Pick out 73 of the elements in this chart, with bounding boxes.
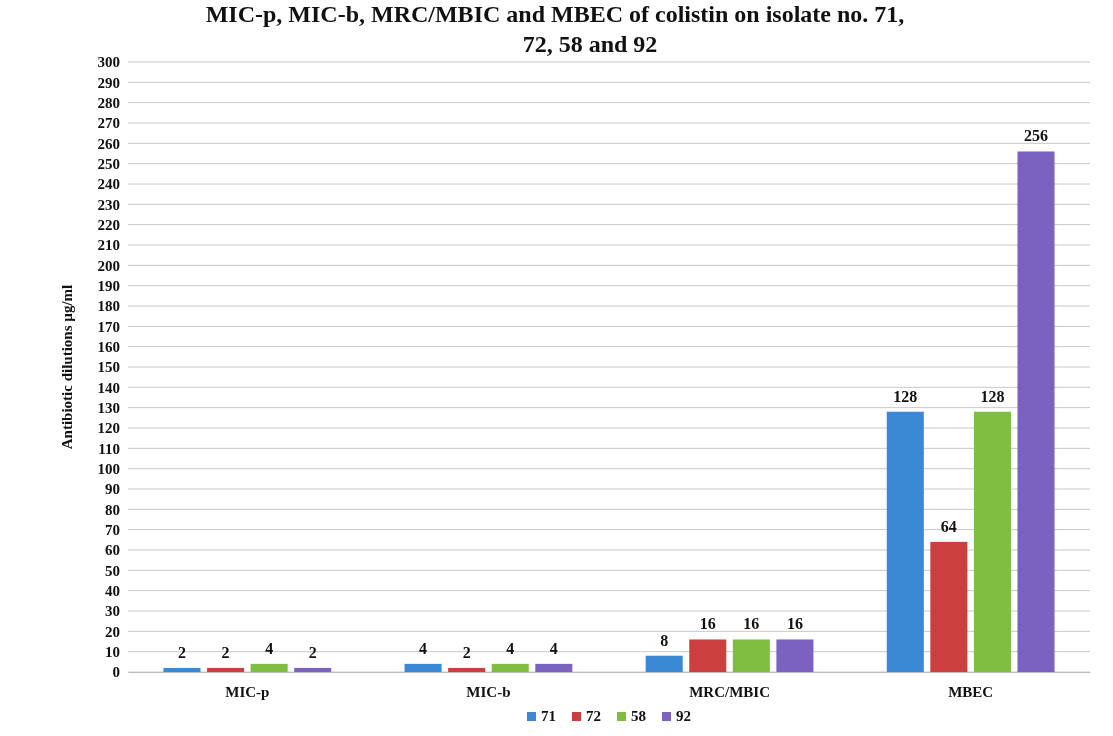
y-tick-label: 190	[97, 277, 120, 294]
y-tick-label: 220	[97, 216, 120, 233]
bar	[1017, 151, 1055, 672]
y-tick-label: 0	[112, 664, 120, 681]
y-tick-label: 110	[98, 440, 120, 457]
data-label: 128	[980, 387, 1005, 405]
data-label: 16	[699, 615, 716, 633]
data-label: 128	[893, 387, 918, 405]
bar	[886, 411, 924, 672]
y-tick-label: 270	[97, 115, 120, 132]
y-tick-label: 30	[105, 603, 120, 620]
data-label: 16	[786, 615, 803, 633]
data-label: 2	[308, 643, 317, 661]
y-tick-label: 100	[97, 460, 120, 477]
data-label: 4	[549, 639, 558, 657]
chart-title: MIC-p, MIC-b, MRC/MBIC and MBEC of colistin on isolate no. 71, 72, 58 and 92	[205, 1, 905, 57]
bar	[250, 663, 288, 672]
y-tick-label: 60	[105, 542, 120, 559]
legend-label: 71	[541, 708, 556, 724]
y-tick-label: 200	[97, 257, 120, 274]
bar	[930, 541, 968, 672]
x-tick-label: MRC/MBIC	[689, 683, 770, 700]
bar	[732, 639, 770, 672]
y-tick-label: 150	[97, 359, 120, 376]
y-tick-label: 140	[97, 379, 120, 396]
legend-label: 58	[631, 708, 646, 724]
bar	[491, 663, 529, 672]
data-label: 2	[177, 643, 186, 661]
y-tick-label: 20	[105, 623, 120, 640]
data-label: 4	[419, 639, 428, 657]
data-label: 16	[743, 615, 760, 633]
x-tick-label: MBEC	[948, 683, 994, 700]
y-tick-label: 240	[97, 176, 120, 193]
y-tick-label: 130	[97, 399, 120, 416]
y-tick-label: 10	[105, 643, 120, 660]
bar	[163, 667, 201, 672]
y-tick-label: 80	[105, 501, 120, 518]
bar	[689, 639, 727, 672]
y-tick-label: 280	[97, 94, 120, 111]
data-label: 2	[221, 643, 230, 661]
y-tick-label: 170	[97, 318, 120, 335]
y-tick-label: 180	[97, 298, 120, 315]
x-tick-label: MIC-p	[225, 683, 270, 700]
y-tick-label: 290	[97, 74, 120, 91]
y-tick-label: 250	[97, 155, 120, 172]
y-tick-label: 40	[105, 582, 120, 599]
y-tick-label: 210	[97, 237, 120, 254]
data-label: 2	[462, 643, 471, 661]
y-tick-label: 90	[105, 481, 120, 498]
y-tick-label: 120	[97, 420, 120, 437]
y-tick-label: 300	[97, 54, 120, 71]
x-tick-label: MIC-b	[466, 683, 511, 700]
y-axis-title: Antibiotic dilutions µg/ml	[59, 284, 75, 450]
bar	[776, 639, 814, 672]
legend-label: 72	[586, 708, 601, 724]
y-tick-label: 230	[97, 196, 120, 213]
bar	[207, 667, 245, 672]
y-tick-label: 50	[105, 562, 120, 579]
bar	[404, 663, 442, 672]
data-label: 256	[1024, 127, 1049, 145]
y-tick-label: 160	[97, 338, 120, 355]
y-tick-label: 260	[97, 135, 120, 152]
bar	[973, 411, 1011, 672]
bar	[294, 667, 332, 672]
data-label: 8	[660, 631, 669, 649]
y-tick-label: 70	[105, 521, 120, 538]
bar	[645, 655, 683, 672]
data-label: 4	[265, 639, 274, 657]
bar	[448, 667, 486, 672]
data-label: 4	[506, 639, 515, 657]
bar	[535, 663, 573, 672]
data-label: 64	[940, 517, 957, 535]
legend-label: 92	[676, 708, 691, 724]
